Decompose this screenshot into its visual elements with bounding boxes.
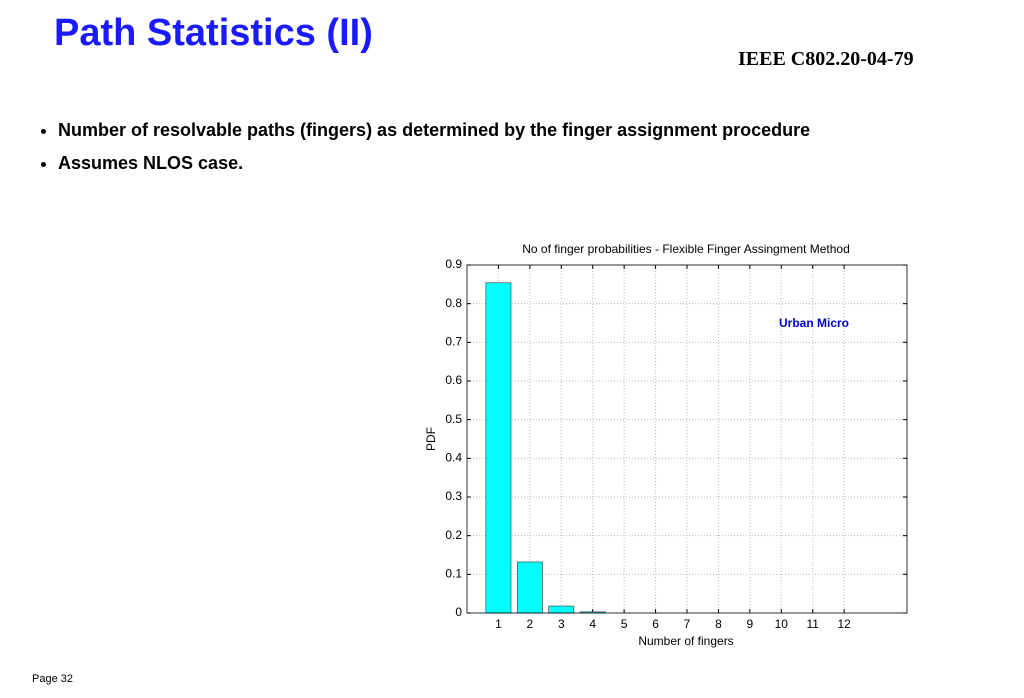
x-tick-label: 5 bbox=[621, 617, 628, 631]
x-tick-label: 4 bbox=[589, 617, 596, 631]
page-number: Page 32 bbox=[32, 673, 73, 685]
y-tick-label: 0 bbox=[455, 605, 462, 619]
y-tick-label: 0.8 bbox=[445, 296, 462, 310]
x-tick-label: 8 bbox=[715, 617, 722, 631]
x-tick-label: 7 bbox=[684, 617, 691, 631]
y-tick-label: 0.3 bbox=[445, 489, 462, 503]
y-tick-label: 0.6 bbox=[445, 373, 462, 387]
bar bbox=[548, 605, 575, 614]
x-tick-label: 12 bbox=[837, 617, 851, 631]
x-tick-label: 9 bbox=[747, 617, 754, 631]
x-tick-label: 2 bbox=[527, 617, 534, 631]
y-tick-label: 0.7 bbox=[445, 335, 462, 349]
plot-frame bbox=[466, 264, 908, 614]
annotation: Urban Micro bbox=[779, 316, 849, 330]
y-tick-label: 0.2 bbox=[445, 528, 462, 542]
y-tick-label: 0.5 bbox=[445, 412, 462, 426]
bullet: Assumes NLOS case. bbox=[58, 151, 858, 176]
slide-title: Path Statistics (II) bbox=[54, 12, 373, 54]
x-tick-label: 3 bbox=[558, 617, 565, 631]
y-tick-label: 0.1 bbox=[445, 567, 462, 581]
bar bbox=[485, 282, 512, 614]
y-tick-label: 0.4 bbox=[445, 451, 462, 465]
x-tick-label: 11 bbox=[806, 617, 819, 631]
y-axis-label: PDF bbox=[424, 427, 438, 451]
bullet-list: Number of resolvable paths (fingers) as … bbox=[30, 118, 858, 184]
x-tick-label: 1 bbox=[495, 617, 502, 631]
x-tick-label: 10 bbox=[775, 617, 789, 631]
chart-title: No of finger probabilities - Flexible Fi… bbox=[522, 242, 850, 256]
x-tick-label: 6 bbox=[652, 617, 659, 631]
bar bbox=[516, 561, 543, 614]
bullet: Number of resolvable paths (fingers) as … bbox=[58, 118, 858, 143]
y-tick-label: 0.9 bbox=[445, 257, 462, 271]
x-axis-label: Number of fingers bbox=[638, 634, 733, 648]
doc-id: IEEE C802.20-04-79 bbox=[738, 48, 914, 70]
